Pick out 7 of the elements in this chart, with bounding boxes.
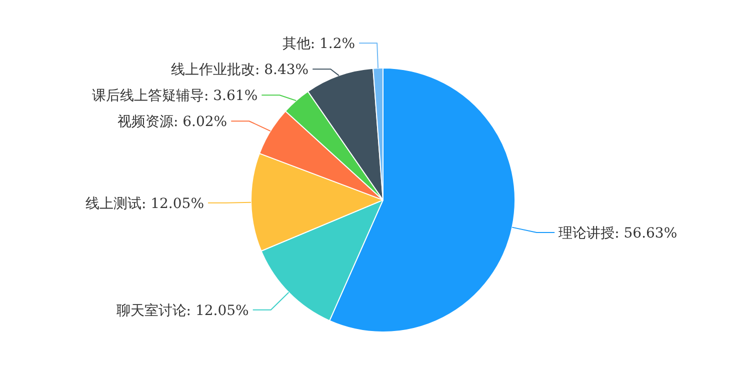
slice-label: 聊天室讨论: 12.05%	[116, 302, 249, 319]
slice-label: 其他: 1.2%	[282, 36, 356, 52]
slice-label: 线上测试: 12.05%	[85, 196, 204, 212]
slice-label: 线上作业批改: 8.43%	[170, 62, 309, 78]
slice-label: 课后线上答疑辅导: 3.61%	[92, 88, 258, 104]
slice-label: 视频资源: 6.02%	[117, 114, 228, 130]
slice-label: 理论讲授: 56.63%	[558, 225, 678, 242]
